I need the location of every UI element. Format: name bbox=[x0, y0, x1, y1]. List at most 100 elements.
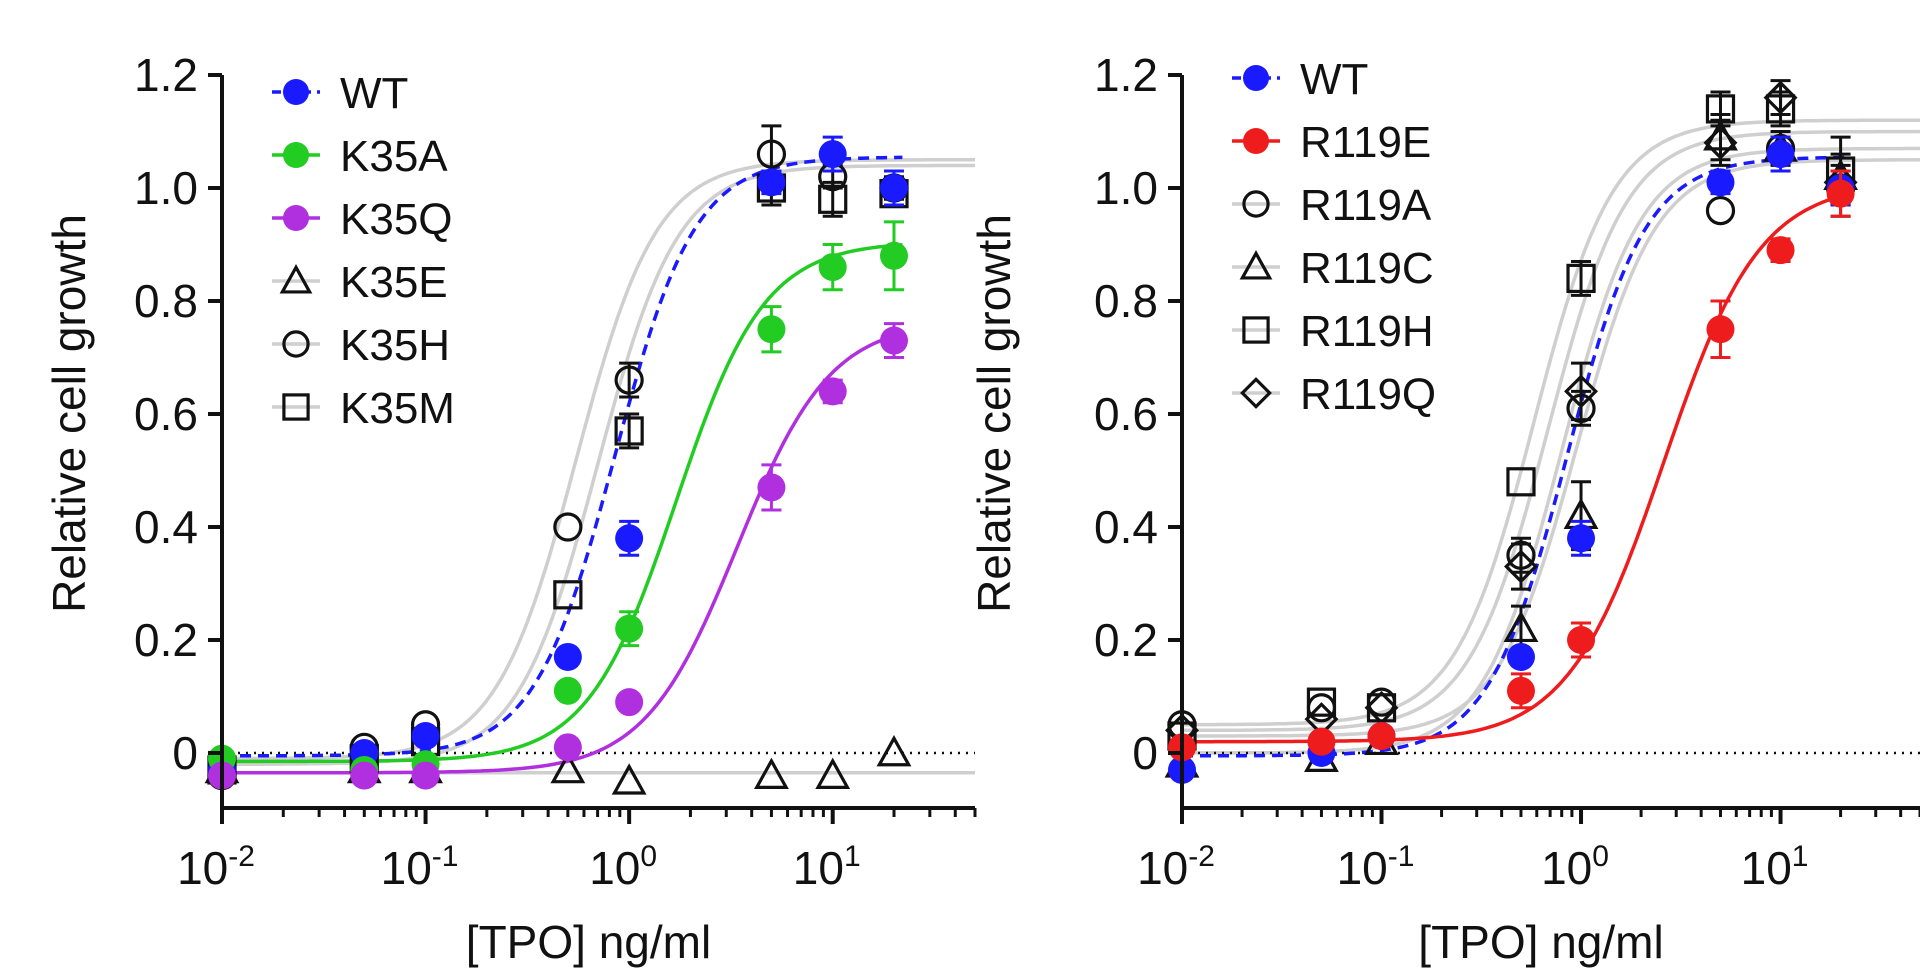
data-point-k35q bbox=[553, 733, 582, 762]
x-tick-base: 10 bbox=[177, 842, 228, 894]
data-point-wt bbox=[1567, 524, 1596, 553]
legend-label: R119E bbox=[1300, 118, 1431, 167]
legend-label: K35A bbox=[340, 132, 448, 181]
data-point-r119h bbox=[1506, 467, 1536, 497]
legend-label: R119C bbox=[1300, 244, 1434, 293]
data-point-wt bbox=[818, 140, 847, 169]
data-point-k35e bbox=[876, 735, 912, 767]
x-tick-base: 10 bbox=[1337, 842, 1388, 894]
x-tick-base: 10 bbox=[1541, 842, 1592, 894]
data-point-wt bbox=[879, 174, 908, 202]
x-tick-label: 100 bbox=[1541, 840, 1609, 894]
x-tick-exponent: -2 bbox=[1188, 840, 1215, 873]
data-point-wt bbox=[615, 524, 644, 553]
data-point-k35a bbox=[615, 614, 644, 643]
fit-curve-k35a bbox=[222, 243, 903, 764]
data-point-k35m bbox=[818, 184, 848, 214]
y-tick-label: 0 bbox=[172, 727, 198, 779]
data-point-wt bbox=[1506, 642, 1535, 671]
data-point-r119q bbox=[1703, 125, 1738, 160]
fit-curve-wt bbox=[1182, 155, 1849, 758]
data-point-k35q bbox=[615, 688, 644, 717]
data-point-wt bbox=[757, 168, 786, 197]
x-tick-base: 10 bbox=[793, 842, 844, 894]
y-axis-title: Relative cell growth bbox=[968, 214, 1020, 613]
data-point-r119q bbox=[1504, 549, 1538, 584]
data-point-k35a bbox=[553, 676, 582, 705]
legend-marker bbox=[283, 205, 309, 231]
y-tick-label: 1.2 bbox=[134, 49, 198, 101]
data-point-wt bbox=[411, 722, 440, 751]
x-tick-base: 10 bbox=[1741, 842, 1792, 894]
data-point-r119h bbox=[1306, 687, 1337, 717]
legend-label: R119H bbox=[1300, 307, 1434, 356]
x-tick-exponent: 1 bbox=[844, 840, 861, 873]
data-point-r119q bbox=[1564, 374, 1598, 409]
y-tick-label: 0.8 bbox=[134, 275, 198, 327]
reference-curve bbox=[1182, 129, 1920, 733]
legend-label: WT bbox=[340, 69, 408, 118]
data-point-k35a bbox=[879, 241, 908, 270]
x-tick-label: 10-2 bbox=[1137, 840, 1215, 894]
legend-label: R119A bbox=[1300, 181, 1432, 230]
data-point-r119a bbox=[1306, 693, 1337, 723]
y-tick-label: 0.6 bbox=[134, 388, 198, 440]
data-point-k35e bbox=[815, 757, 851, 789]
legend-marker bbox=[1242, 190, 1270, 218]
data-point-k35a bbox=[757, 315, 786, 344]
x-tick-exponent: 1 bbox=[1792, 840, 1809, 873]
y-tick-label: 0.8 bbox=[1094, 275, 1158, 327]
x-tick-exponent: -2 bbox=[228, 840, 255, 873]
x-tick-base: 10 bbox=[1137, 842, 1188, 894]
chart-panel-2: 00.20.40.60.81.01.210-2 10-1 100 101[TPO] n… bbox=[968, 49, 1920, 968]
legend-marker bbox=[279, 264, 313, 294]
data-point-wt bbox=[553, 642, 582, 671]
data-point-k35e bbox=[550, 751, 586, 784]
y-tick-label: 0.4 bbox=[134, 501, 198, 553]
legend-marker bbox=[1242, 316, 1270, 344]
x-axis-title: [TPO] ng/ml bbox=[466, 916, 711, 968]
legend-marker bbox=[1239, 250, 1273, 280]
y-tick-label: 0.6 bbox=[1094, 388, 1158, 440]
data-point-wt bbox=[1766, 140, 1795, 169]
data-point-k35m bbox=[553, 580, 583, 610]
legend-label: R119Q bbox=[1300, 370, 1436, 419]
data-point-k35q bbox=[818, 377, 847, 406]
data-point-r119e bbox=[1826, 179, 1855, 208]
data-point-r119c bbox=[1503, 610, 1539, 643]
fit-curve-r119e bbox=[1182, 192, 1850, 744]
x-tick-label: 10-1 bbox=[1337, 840, 1415, 894]
y-tick-label: 0 bbox=[1132, 727, 1158, 779]
x-tick-exponent: 0 bbox=[1592, 840, 1609, 873]
data-point-k35q bbox=[411, 761, 440, 790]
x-tick-base: 10 bbox=[381, 842, 432, 894]
y-tick-label: 1.0 bbox=[1094, 162, 1158, 214]
reference-curve bbox=[1182, 158, 1920, 738]
chart-panel-1: 00.20.40.60.81.01.210-2 10-1 100 101[TPO] n… bbox=[43, 49, 977, 968]
data-point-r119q bbox=[1763, 80, 1798, 115]
legend-marker bbox=[1240, 377, 1272, 409]
x-tick-exponent: -1 bbox=[1388, 840, 1415, 873]
x-axis-title: [TPO] ng/ml bbox=[1418, 916, 1663, 968]
x-tick-label: 101 bbox=[793, 840, 861, 894]
fit-curve-k35q bbox=[222, 331, 903, 775]
data-point-k35e bbox=[611, 763, 647, 795]
y-tick-label: 1.0 bbox=[134, 162, 198, 214]
x-tick-exponent: 0 bbox=[640, 840, 657, 873]
x-tick-label: 10-1 bbox=[381, 840, 459, 894]
reference-curve bbox=[222, 158, 975, 761]
x-tick-base: 10 bbox=[589, 842, 640, 894]
legend-marker bbox=[282, 393, 310, 421]
data-point-k35q bbox=[757, 473, 786, 502]
x-tick-label: 101 bbox=[1741, 840, 1809, 894]
data-point-r119e bbox=[1367, 722, 1396, 751]
legend-marker bbox=[1243, 128, 1269, 154]
y-tick-label: 1.2 bbox=[1094, 49, 1158, 101]
data-point-r119e bbox=[1706, 315, 1735, 344]
legend-label: K35M bbox=[340, 384, 455, 433]
data-point-r119a bbox=[1705, 195, 1736, 226]
reference-curve bbox=[1182, 118, 1920, 727]
legend-label: K35E bbox=[340, 258, 448, 307]
legend-marker bbox=[283, 142, 309, 168]
